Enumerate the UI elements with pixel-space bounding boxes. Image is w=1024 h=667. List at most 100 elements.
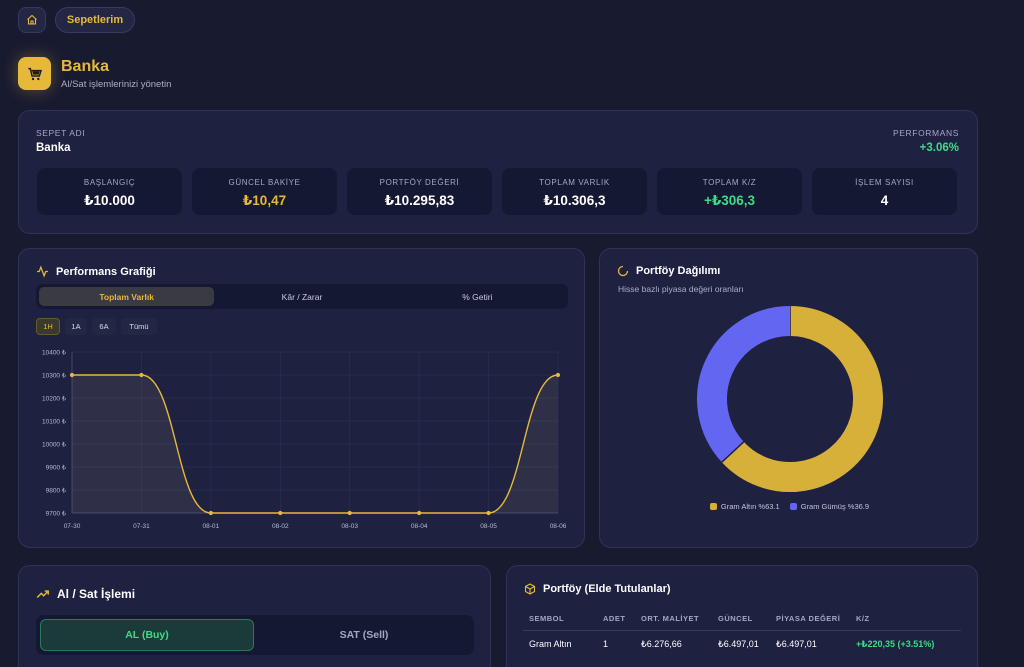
performance-label: PERFORMANS [893, 128, 959, 138]
stat-card-total-pl: TOPLAM K/Z +₺306,3 [657, 168, 802, 215]
loader-icon [617, 265, 629, 277]
baskets-nav-button[interactable]: Sepetlerim [55, 7, 135, 33]
home-icon [27, 14, 37, 25]
table-row[interactable]: Gram Altın 1 ₺6.276,66 ₺6.497,01 ₺6.497,… [523, 632, 961, 657]
trending-up-icon [36, 590, 49, 598]
holdings-card: Portföy (Elde Tutulanlar) SEMBOL ADET OR… [506, 565, 978, 667]
basket-name-label: SEPET ADI [36, 128, 86, 138]
cell-quantity: 1 [603, 639, 609, 649]
basket-name: Banka [36, 142, 71, 154]
home-button[interactable] [18, 7, 46, 33]
page-subtitle: Al/Sat işlemlerinizi yönetin [61, 79, 172, 90]
range-1h-button[interactable]: 1H [36, 318, 60, 335]
cell-market-value: ₺6.497,01 [776, 639, 817, 649]
data-point [417, 510, 422, 516]
stat-value: +₺306,3 [703, 193, 756, 208]
box-icon [524, 583, 536, 595]
cell-current: ₺6.497,01 [718, 639, 759, 649]
activity-icon [37, 265, 48, 278]
legend-label: Gram Gümüş %36.9 [800, 502, 870, 511]
stat-value: ₺10,47 [242, 193, 287, 208]
tab-profit-loss[interactable]: Kâr / Zarar [281, 291, 323, 302]
data-point [486, 510, 491, 516]
stat-card-start: BAŞLANGIÇ ₺10.000 [37, 168, 182, 215]
y-tick-label: 9700 ₺ [46, 510, 67, 518]
data-point [69, 372, 75, 378]
stat-label: BAŞLANGIÇ [83, 178, 136, 187]
distribution-header: Portföy Dağılımı [617, 265, 720, 277]
x-tick-label: 08-02 [272, 523, 289, 530]
distribution-title: Portföy Dağılımı [636, 265, 721, 277]
trade-title: Al / Sat İşlemi [57, 587, 136, 601]
stat-value: 4 [880, 193, 889, 208]
chart-metric-tabs: Toplam Varlık Kâr / Zarar % Getiri [36, 284, 568, 309]
legend-label: Gram Altın %63.1 [720, 502, 780, 511]
column-header: SEMBOL [529, 614, 565, 623]
pie-slice [721, 306, 883, 492]
stat-label: PORTFÖY DEĞERİ [379, 178, 460, 187]
stat-label: TOPLAM VARLIK [539, 178, 610, 187]
performance-line-chart: 10400 ₺ 10300 ₺ 10200 ₺ 10100 ₺ 10000 ₺ 9900 … [42, 349, 567, 531]
stat-value: ₺10.295,83 [384, 193, 455, 208]
legend-item-gold: Gram Altın %63.1 [709, 502, 780, 511]
stat-label: TOPLAM K/Z [702, 178, 757, 187]
data-point [208, 510, 213, 516]
buy-button[interactable]: AL (Buy) [40, 619, 254, 651]
portfolio-donut-chart [697, 306, 883, 492]
y-tick-label: 10200 ₺ [42, 395, 67, 403]
column-header: PİYASA DEĞERİ [776, 614, 841, 623]
stat-label: GÜNCEL BAKİYE [228, 178, 301, 187]
column-header: K/Z [856, 614, 870, 623]
x-tick-label: 07-31 [133, 523, 150, 530]
series-line [71, 374, 559, 514]
stat-label: İŞLEM SAYISI [855, 178, 914, 187]
holdings-table-header: SEMBOL ADET ORT. MALİYET GÜNCEL PİYASA D… [523, 609, 961, 631]
stat-card-portfolio-value: PORTFÖY DEĞERİ ₺10.295,83 [347, 168, 492, 215]
tab-return-percent[interactable]: % Getiri [462, 291, 493, 302]
y-tick-label: 9800 ₺ [46, 487, 67, 495]
pie-slice [697, 306, 791, 463]
slice-separator [721, 441, 745, 463]
range-all-button[interactable]: Tümü [121, 318, 157, 335]
data-point [139, 372, 144, 378]
cell-symbol: Gram Altın [529, 639, 572, 649]
performance-chart-title: Performans Grafiği [56, 265, 156, 278]
stat-value: ₺10.306,3 [543, 193, 606, 208]
cell-avg-cost: ₺6.276,66 [641, 639, 682, 649]
data-point [347, 510, 352, 516]
data-point [555, 372, 561, 378]
holdings-title: Portföy (Elde Tutulanlar) [543, 583, 671, 595]
x-tick-label: 08-05 [480, 523, 497, 530]
performance-chart-card: Performans Grafiği Toplam Varlık Kâr / Z… [18, 248, 585, 548]
range-1a-button[interactable]: 1A [65, 318, 87, 335]
holdings-header: Portföy (Elde Tutulanlar) [524, 583, 671, 595]
stat-value: ₺10.000 [84, 193, 135, 208]
y-tick-label: 10100 ₺ [42, 418, 67, 426]
trade-card: Al / Sat İşlemi AL (Buy) SAT (Sell) [18, 565, 491, 667]
summary-card: SEPET ADI Banka PERFORMANS +3.06% BAŞLAN… [18, 110, 978, 234]
y-tick-label: 10400 ₺ [42, 349, 67, 357]
column-header: GÜNCEL [718, 614, 753, 623]
stat-card-balance: GÜNCEL BAKİYE ₺10,47 [192, 168, 337, 215]
donut-legend: Gram Altın %63.1 Gram Gümüş %36.9 [600, 502, 979, 511]
trade-header: Al / Sat İşlemi [36, 587, 135, 601]
x-tick-label: 08-04 [411, 523, 428, 530]
performance-chart-header: Performans Grafiği [36, 265, 156, 278]
tab-total-assets[interactable]: Toplam Varlık [39, 287, 215, 306]
cart-icon [27, 67, 42, 80]
range-6a-button[interactable]: 6A [92, 318, 116, 335]
x-tick-label: 08-03 [341, 523, 358, 530]
data-point [278, 510, 283, 516]
distribution-subtitle: Hisse bazlı piyasa değeri oranları [618, 284, 744, 294]
y-tick-label: 10300 ₺ [42, 372, 67, 380]
header-icon [18, 57, 51, 90]
x-tick-label: 08-01 [203, 523, 220, 530]
y-tick-label: 9900 ₺ [46, 464, 67, 472]
x-tick-label: 08-06 [550, 523, 567, 530]
area-fill [72, 375, 558, 513]
column-header: ADET [603, 614, 626, 623]
sell-button[interactable]: SAT (Sell) [339, 629, 389, 641]
page-title: Banka [61, 58, 110, 75]
legend-item-silver: Gram Gümüş %36.9 [789, 502, 870, 511]
legend-swatch [709, 503, 717, 510]
